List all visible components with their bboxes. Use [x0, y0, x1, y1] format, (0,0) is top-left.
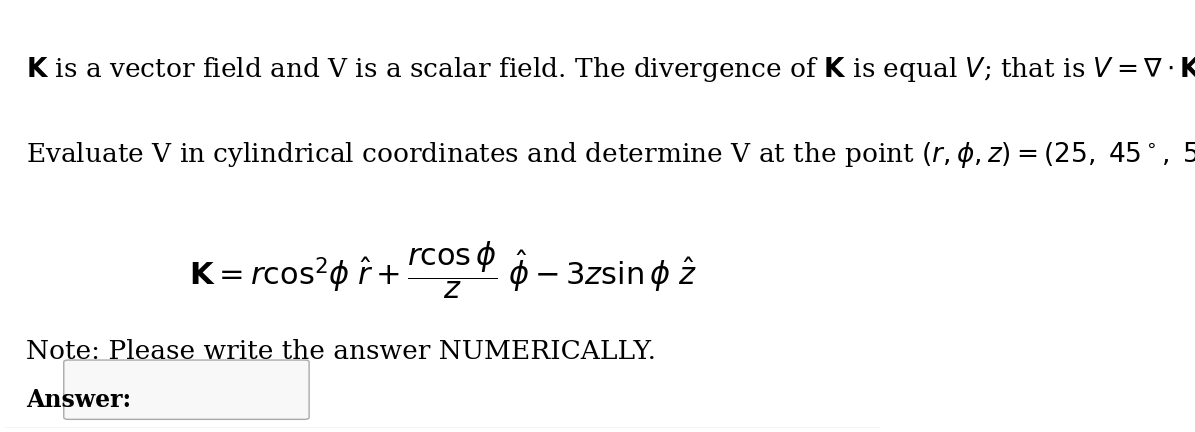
Text: Answer:: Answer:: [26, 388, 131, 412]
Text: $\mathbf{K}$ is a vector field and V is a scalar field. The divergence of $\math: $\mathbf{K}$ is a vector field and V is …: [26, 55, 1195, 84]
Text: $\mathbf{K} = r\cos^2\!\phi\;\hat{r} + \dfrac{r\cos\phi}{z}\;\hat{\phi} - 3z\sin: $\mathbf{K} = r\cos^2\!\phi\;\hat{r} + \…: [189, 239, 697, 301]
Text: Evaluate V in cylindrical coordinates and determine V at the point $(r, \phi, z): Evaluate V in cylindrical coordinates an…: [26, 140, 1195, 170]
FancyBboxPatch shape: [63, 360, 310, 419]
Text: Note: Please write the answer NUMERICALLY.: Note: Please write the answer NUMERICALL…: [26, 339, 656, 364]
